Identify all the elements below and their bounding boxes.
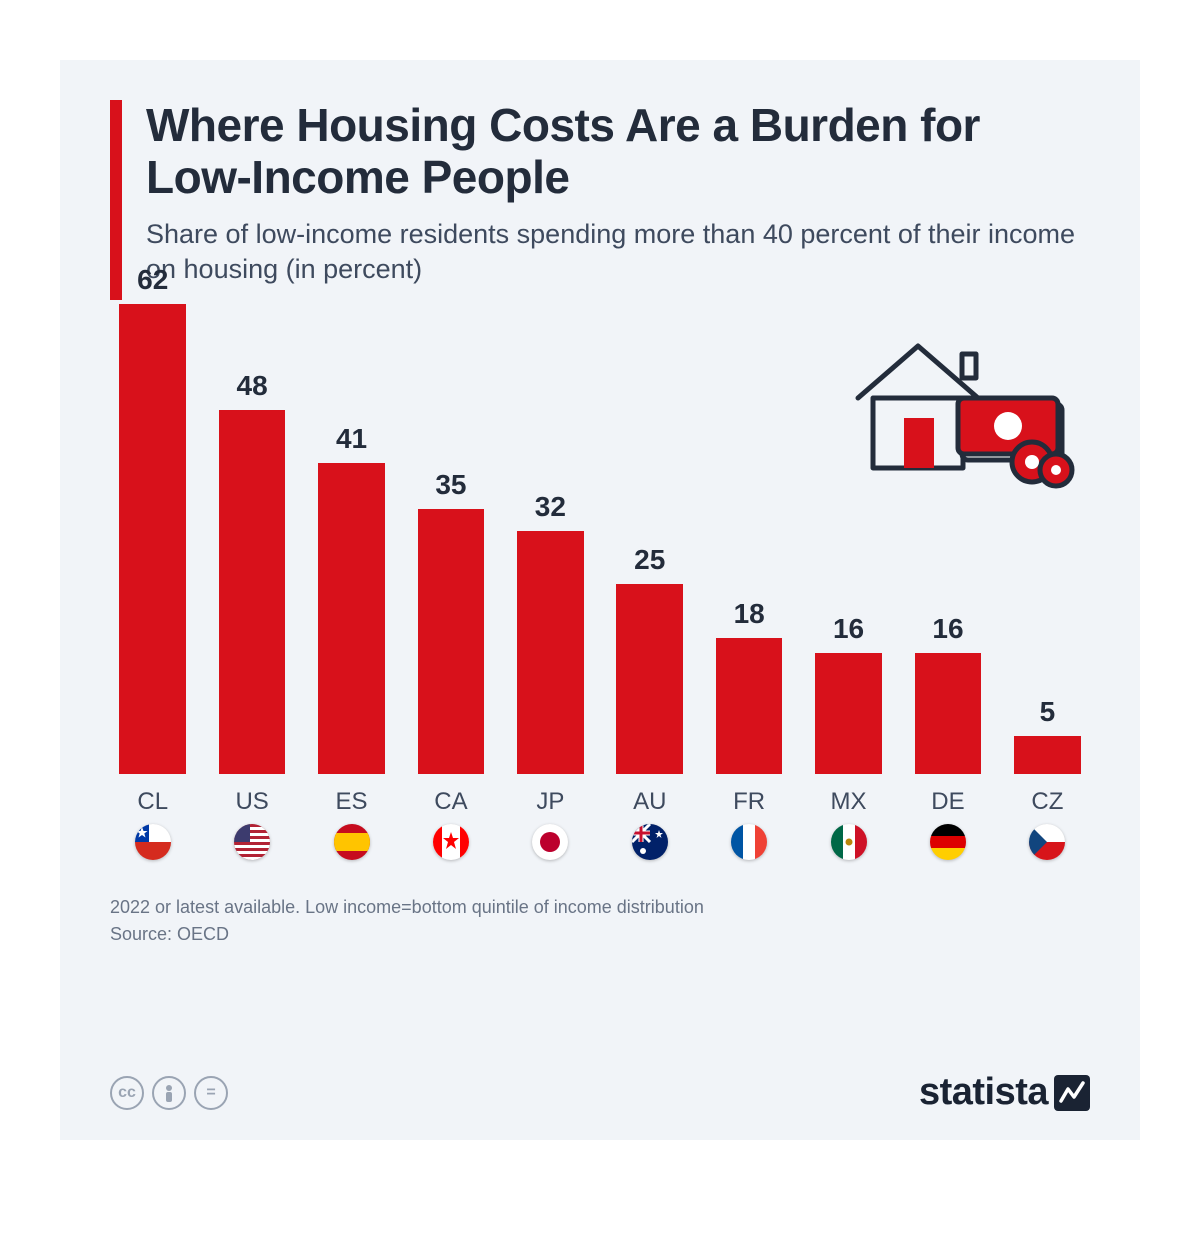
footnotes: 2022 or latest available. Low income=bot…: [110, 894, 1090, 948]
title-block: Where Housing Costs Are a Burden for Low…: [146, 100, 1090, 287]
country-code: CZ: [1031, 788, 1063, 816]
bar: [815, 653, 882, 774]
bar-value: 16: [833, 613, 864, 645]
flag-icon: [433, 824, 469, 860]
flag-icon: [930, 824, 966, 860]
flag-icon: [334, 824, 370, 860]
bar: [318, 463, 385, 774]
page-subtitle: Share of low-income residents spending m…: [146, 217, 1090, 287]
bar-column: 25 AU: [607, 544, 692, 860]
country-code: AU: [633, 788, 666, 816]
license-icons: cc =: [110, 1076, 228, 1110]
nd-icon: =: [194, 1076, 228, 1110]
flag-icon: [831, 824, 867, 860]
brand-logo: statista: [919, 1071, 1090, 1114]
bar-column: 5 CZ: [1005, 696, 1090, 860]
bar: [517, 531, 584, 774]
cc-icon: cc: [110, 1076, 144, 1110]
footer: cc = statista: [110, 1071, 1090, 1114]
bar: [119, 304, 186, 774]
flag-icon: [135, 824, 171, 860]
bar-column: 62 CL: [110, 264, 195, 860]
bar-value: 32: [535, 491, 566, 523]
page-title: Where Housing Costs Are a Burden for Low…: [146, 100, 1090, 203]
country-code: DE: [931, 788, 964, 816]
bar: [418, 509, 485, 774]
bar-value: 16: [932, 613, 963, 645]
chart-area: 62CL48US41ES35CA32JP25AU18FR16MX16DE5CZ: [110, 340, 1090, 860]
flag-icon: [532, 824, 568, 860]
bar: [219, 410, 286, 774]
bar-column: 41 ES: [309, 423, 394, 860]
flag-icon: [234, 824, 270, 860]
bar: [716, 638, 783, 774]
bar-value: 48: [237, 370, 268, 402]
bar-column: 18 FR: [706, 598, 791, 860]
bar: [915, 653, 982, 774]
bar-column: 48 US: [209, 370, 294, 860]
bar-value: 18: [734, 598, 765, 630]
bar-column: 16 DE: [905, 613, 990, 860]
country-code: CL: [137, 788, 168, 816]
by-icon: [152, 1076, 186, 1110]
footnote-source: Source: OECD: [110, 921, 1090, 948]
country-code: JP: [536, 788, 564, 816]
bar-value: 25: [634, 544, 665, 576]
infographic-canvas: Where Housing Costs Are a Burden for Low…: [60, 60, 1140, 1140]
house-money-icon: [840, 320, 1080, 495]
country-code: ES: [336, 788, 368, 816]
country-code: FR: [733, 788, 765, 816]
flag-icon: [731, 824, 767, 860]
footnote-line: 2022 or latest available. Low income=bot…: [110, 894, 1090, 921]
flag-icon: [632, 824, 668, 860]
bar-value: 41: [336, 423, 367, 455]
bar-value: 5: [1040, 696, 1056, 728]
bar-column: 35 CA: [408, 469, 493, 860]
brand-text: statista: [919, 1071, 1048, 1114]
country-code: MX: [831, 788, 867, 816]
flag-icon: [1029, 824, 1065, 860]
bar: [616, 584, 683, 774]
bar-value: 62: [137, 264, 168, 296]
country-code: CA: [434, 788, 467, 816]
bar-value: 35: [435, 469, 466, 501]
bar-column: 32 JP: [508, 491, 593, 860]
header: Where Housing Costs Are a Burden for Low…: [110, 100, 1090, 300]
bar-column: 16 MX: [806, 613, 891, 860]
bar: [1014, 736, 1081, 774]
country-code: US: [235, 788, 268, 816]
